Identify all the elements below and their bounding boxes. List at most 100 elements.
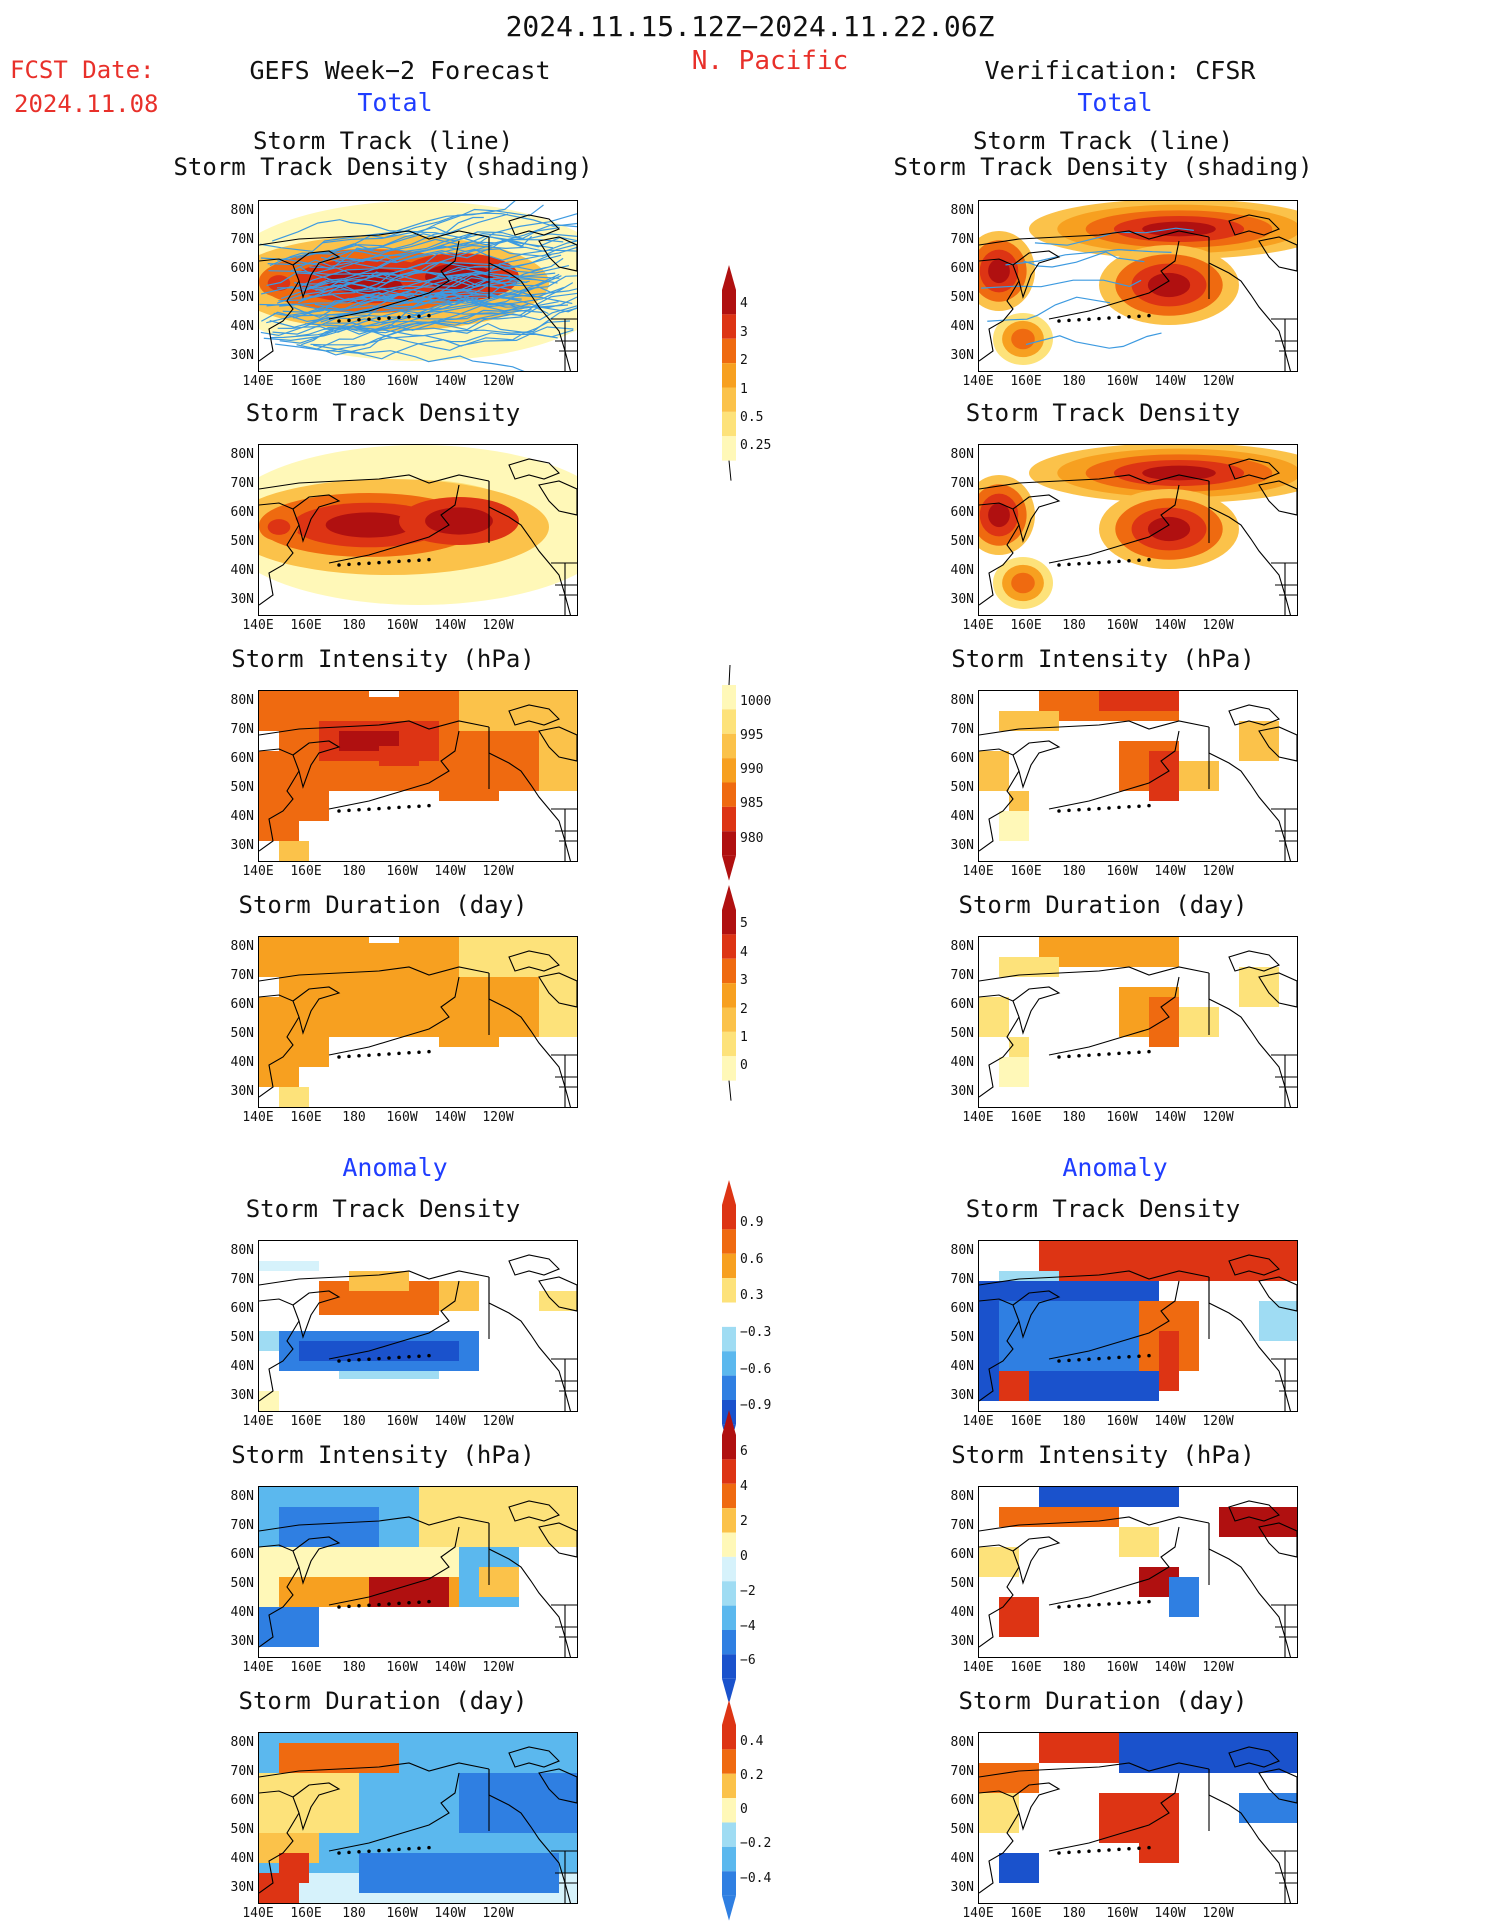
lon-label: 140W (434, 1414, 466, 1429)
duration-cell (279, 1087, 309, 1107)
lat-label: 40N (230, 809, 254, 824)
lon-label: 120W (1202, 618, 1234, 633)
colorbar-tick-label: −0.3 (740, 1324, 772, 1340)
lat-label: 60N (950, 1793, 974, 1808)
cfsr-aduration-map (978, 1732, 1298, 1904)
coastline (979, 704, 1297, 861)
anomaly-cell (999, 1507, 1119, 1527)
storm-track-line (282, 266, 560, 313)
lon-label: 180 (1062, 864, 1086, 879)
colorbar-swatch (722, 1031, 736, 1057)
cfsr-adensity-map (978, 1240, 1298, 1412)
lat-label: 40N (230, 563, 254, 578)
colorbar-swatch (722, 934, 736, 959)
colorbar-tick-label: 0.9 (740, 1215, 764, 1231)
anomaly-cell (1239, 1793, 1297, 1823)
colorbar-tick-label: 0.2 (740, 1768, 764, 1784)
left-column-title: GEFS Week−2 Forecast (249, 56, 551, 85)
intensity-cell (999, 711, 1059, 731)
duration-cell (1239, 967, 1279, 1007)
colorbar-swatch (722, 1007, 736, 1032)
density-contour (267, 519, 291, 535)
lon-label: 140E (962, 1414, 994, 1429)
colorbar-swatch (722, 1822, 736, 1847)
colorbar-tick-label: 0 (740, 1058, 748, 1074)
colorbar-intensity_anom (718, 1410, 748, 1708)
storm-track-line (981, 279, 1142, 289)
colorbar-swatch (722, 806, 736, 832)
duration-cell (419, 1047, 577, 1107)
colorbar-tick-label: −2 (740, 1583, 756, 1599)
intensity-cell (1179, 761, 1219, 791)
lon-label: 140W (1154, 1110, 1186, 1125)
coastline (979, 1500, 1297, 1657)
colorbar-tick-label: 5 (740, 916, 748, 932)
colorbar-swatch (722, 1725, 736, 1750)
storm-track-line (296, 304, 569, 356)
colorbar-swatch (722, 1351, 736, 1376)
coastline (259, 1746, 577, 1903)
duration-cell (1099, 937, 1179, 957)
storm-track-line (1023, 251, 1145, 268)
intensity-cell (279, 841, 309, 861)
lat-label: 70N (950, 476, 974, 491)
lat-label: 30N (950, 348, 974, 363)
panel-title-duration: Storm Duration (day) (238, 1687, 528, 1715)
intensity-cell (999, 811, 1029, 841)
density-contour (425, 507, 493, 535)
colorbar-arrow-top (728, 664, 731, 686)
storm-track-line (987, 296, 1111, 322)
lat-label: 80N (950, 447, 974, 462)
lon-label: 140W (434, 374, 466, 389)
lon-label: 180 (1062, 1660, 1086, 1675)
left-total-label: Total (357, 88, 433, 117)
lat-label: 70N (950, 968, 974, 983)
gefs-adensity-map (258, 1240, 578, 1412)
cfsr-track-map (978, 200, 1298, 372)
anomaly-cell (1039, 1241, 1297, 1281)
lat-label: 30N (950, 1634, 974, 1649)
lon-label: 140W (1154, 374, 1186, 389)
lat-label: 60N (230, 505, 254, 520)
lon-label: 140E (242, 1906, 274, 1921)
intensity-cell (1099, 691, 1179, 711)
panel-title-track_line: Storm Track (line) (972, 127, 1234, 155)
lat-label: 30N (230, 348, 254, 363)
coastline (979, 950, 1297, 1107)
colorbar-duration_total (718, 885, 748, 1110)
anomaly-cell (439, 1281, 479, 1311)
lat-label: 30N (230, 1388, 254, 1403)
lon-label: 160W (1106, 1660, 1138, 1675)
colorbar-swatch (722, 1773, 736, 1799)
fcst-date-value: 2024.11.08 (14, 90, 159, 118)
lon-label: 160W (1106, 864, 1138, 879)
lat-label: 50N (950, 780, 974, 795)
lon-label: 140W (434, 618, 466, 633)
anomaly-cell (259, 1873, 299, 1903)
lat-label: 50N (230, 1822, 254, 1837)
colorbar-tick-label: 4 (740, 944, 748, 960)
anomaly-cell (459, 1773, 577, 1833)
lat-label: 50N (230, 534, 254, 549)
anomaly-cell (259, 1261, 319, 1271)
gefs-aintensity-map (258, 1486, 578, 1658)
density-contour (1147, 272, 1191, 298)
lon-label: 160W (1106, 1414, 1138, 1429)
colorbar-swatch (722, 1508, 736, 1533)
lat-label: 50N (950, 1576, 974, 1591)
panel-title-intensity: Storm Intensity (hPa) (951, 1441, 1255, 1469)
duration-cell (299, 1037, 329, 1067)
lat-label: 50N (230, 290, 254, 305)
duration-cell (369, 937, 399, 943)
lon-label: 120W (482, 618, 514, 633)
storm-track-line (322, 246, 577, 296)
colorbar-arrow-top (722, 1700, 736, 1725)
colorbar-swatch (722, 758, 736, 783)
gefs-track-map (258, 200, 578, 372)
colorbar-arrow-bottom (728, 460, 732, 481)
anomaly-cell (1169, 1577, 1199, 1617)
colorbar-tick-label: −4 (740, 1618, 756, 1634)
lat-label: 40N (950, 1605, 974, 1620)
panel-title-duration: Storm Duration (day) (238, 891, 528, 919)
colorbar-swatch (722, 1798, 736, 1823)
